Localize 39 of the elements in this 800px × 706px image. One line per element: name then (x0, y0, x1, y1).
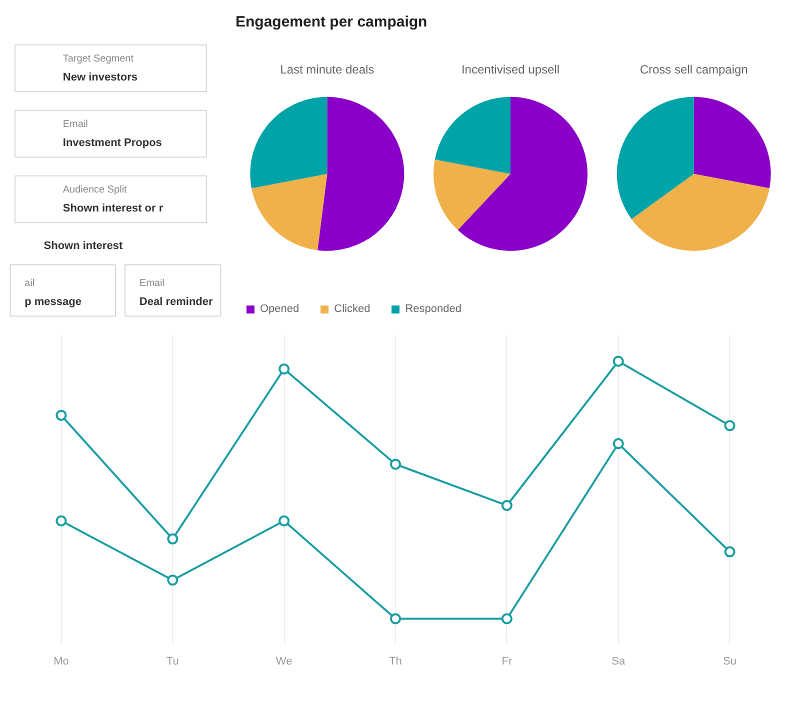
chart-title: Engagement per campaign (236, 14, 428, 30)
x-tick-label: Mo (54, 656, 69, 668)
x-tick-label: Th (389, 656, 402, 668)
text: Email (62, 118, 88, 130)
text: Shown interest (44, 240, 123, 252)
legend-label: Opened (260, 303, 300, 315)
point (724, 420, 736, 432)
point (612, 356, 624, 367)
x-tick-label: Fr (502, 656, 512, 668)
point (167, 574, 178, 586)
slice-label: Cross sell campaign (640, 62, 748, 77)
legend-label: Clicked (334, 303, 370, 315)
slice-label: Incentivised upsell (461, 62, 560, 77)
point (56, 410, 67, 421)
point (501, 500, 512, 511)
text: Target Segment (62, 53, 134, 64)
text: ail (24, 278, 35, 289)
text: Email (139, 278, 164, 289)
x-tick-label: Sa (612, 656, 626, 668)
point (278, 363, 290, 374)
point (724, 546, 736, 558)
point (390, 613, 401, 624)
point (612, 438, 624, 450)
text: Investment Propos (62, 137, 162, 150)
text: New investors (62, 72, 138, 84)
text: Audience Split (62, 184, 128, 196)
point (501, 613, 512, 624)
text: p message (24, 296, 82, 308)
x-tick-label: Tu (166, 656, 179, 668)
text: Deal reminder (139, 296, 214, 308)
text: Shown interest or r (62, 202, 164, 215)
legend-label: Responded (405, 303, 462, 315)
point (167, 533, 178, 544)
x-tick-label: Su (723, 656, 737, 668)
slice-label: Last minute deals (280, 62, 374, 77)
x-tick-label: We (276, 656, 292, 668)
point (390, 458, 401, 470)
point (56, 515, 67, 526)
point (278, 515, 290, 526)
